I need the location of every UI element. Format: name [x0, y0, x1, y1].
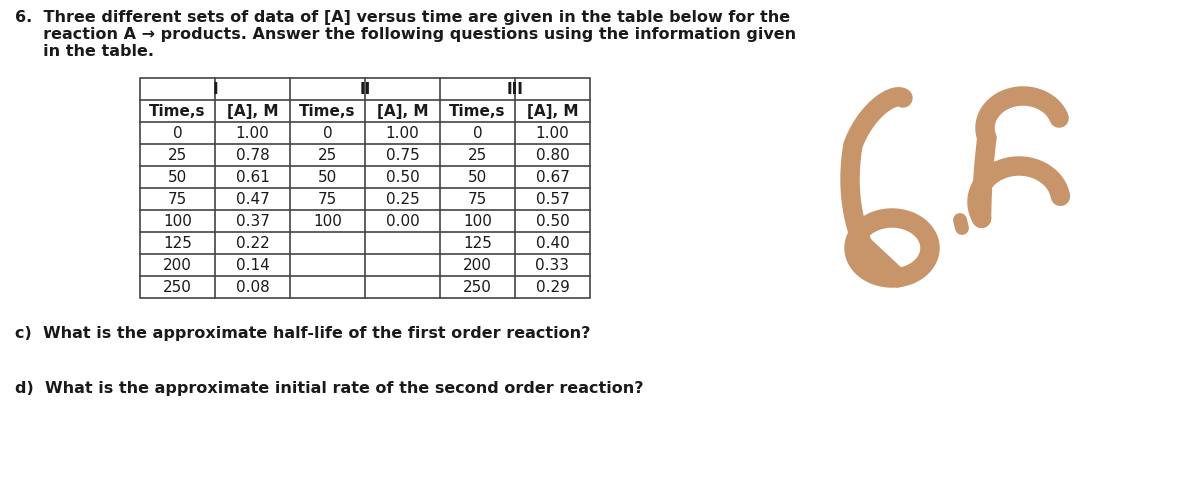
Text: 50: 50 — [468, 170, 487, 185]
Text: 0: 0 — [323, 126, 332, 141]
Text: I: I — [212, 81, 218, 96]
Text: c)  What is the approximate half-life of the first order reaction?: c) What is the approximate half-life of … — [14, 326, 590, 341]
Text: 1.00: 1.00 — [235, 126, 269, 141]
Text: 0.08: 0.08 — [235, 279, 269, 294]
Text: in the table.: in the table. — [14, 44, 154, 59]
Text: 200: 200 — [163, 257, 192, 272]
Text: 0.14: 0.14 — [235, 257, 269, 272]
Text: 0.75: 0.75 — [385, 148, 419, 163]
Text: 1.00: 1.00 — [535, 126, 569, 141]
Text: 250: 250 — [463, 279, 492, 294]
Text: 0.80: 0.80 — [535, 148, 569, 163]
Text: 0.57: 0.57 — [535, 192, 569, 207]
Text: 200: 200 — [463, 257, 492, 272]
Text: 125: 125 — [163, 236, 192, 250]
Text: III: III — [506, 81, 523, 96]
Text: 0.47: 0.47 — [235, 192, 269, 207]
Text: 0.50: 0.50 — [385, 170, 419, 185]
Text: 25: 25 — [168, 148, 187, 163]
Text: Time,s: Time,s — [449, 103, 505, 118]
Text: [A], M: [A], M — [377, 103, 428, 118]
Text: Time,s: Time,s — [299, 103, 355, 118]
Text: 0.37: 0.37 — [235, 214, 270, 229]
Text: 0: 0 — [473, 126, 482, 141]
Text: 0.40: 0.40 — [535, 236, 569, 250]
Text: 0.67: 0.67 — [535, 170, 570, 185]
Text: 0: 0 — [173, 126, 182, 141]
Text: 0.78: 0.78 — [235, 148, 269, 163]
Text: 6.  Three different sets of data of [A] versus time are given in the table below: 6. Three different sets of data of [A] v… — [14, 10, 790, 25]
Text: II: II — [359, 81, 371, 96]
Text: d)  What is the approximate initial rate of the second order reaction?: d) What is the approximate initial rate … — [14, 381, 643, 396]
Text: 100: 100 — [313, 214, 342, 229]
Text: 75: 75 — [168, 192, 187, 207]
Text: 0.61: 0.61 — [235, 170, 270, 185]
Text: 75: 75 — [318, 192, 337, 207]
Text: 0.22: 0.22 — [235, 236, 269, 250]
Text: 100: 100 — [463, 214, 492, 229]
Text: 75: 75 — [468, 192, 487, 207]
Text: 0.00: 0.00 — [385, 214, 419, 229]
Text: 125: 125 — [463, 236, 492, 250]
Text: [A], M: [A], M — [527, 103, 578, 118]
Text: 50: 50 — [318, 170, 337, 185]
Text: 50: 50 — [168, 170, 187, 185]
Text: 0.50: 0.50 — [535, 214, 569, 229]
Text: 0.33: 0.33 — [535, 257, 570, 272]
Text: 1.00: 1.00 — [385, 126, 419, 141]
Text: 0.29: 0.29 — [535, 279, 570, 294]
Text: 25: 25 — [318, 148, 337, 163]
Text: Time,s: Time,s — [149, 103, 205, 118]
Bar — [140, 78, 590, 298]
Text: 0.25: 0.25 — [385, 192, 419, 207]
Text: 100: 100 — [163, 214, 192, 229]
Text: reaction A → products. Answer the following questions using the information give: reaction A → products. Answer the follow… — [14, 27, 796, 42]
Text: 250: 250 — [163, 279, 192, 294]
Text: 25: 25 — [468, 148, 487, 163]
Text: [A], M: [A], M — [227, 103, 278, 118]
